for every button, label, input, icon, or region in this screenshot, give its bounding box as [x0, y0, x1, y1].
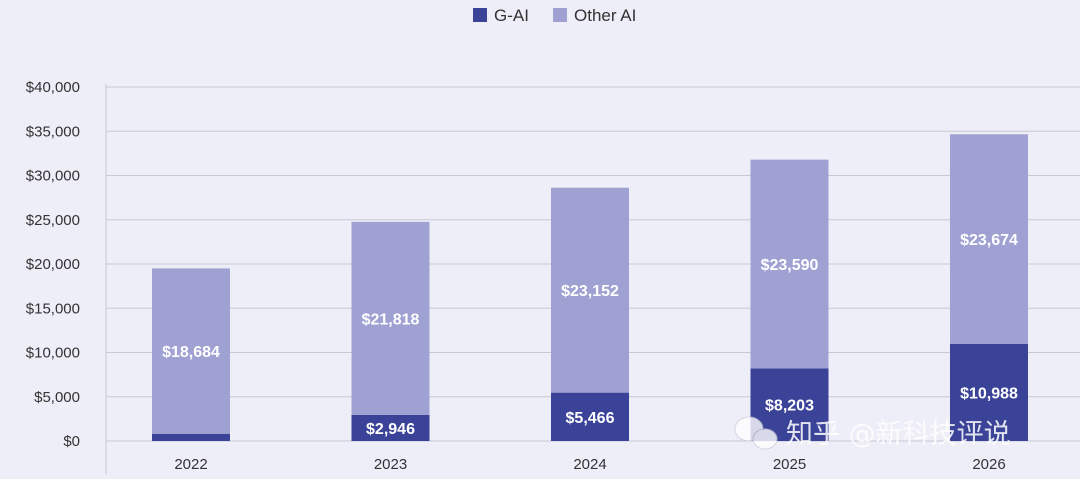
y-tick-label: $40,000	[26, 79, 80, 96]
bars: $819$18,684$2,946$21,818$5,466$23,152$8,…	[152, 134, 1028, 441]
legend-label-g-ai: G-AI	[494, 6, 529, 25]
legend-label-other-ai: Other AI	[574, 6, 636, 25]
bar-other-ai-2026	[950, 134, 1028, 344]
x-tick-label: 2022	[174, 456, 207, 473]
bar-other-ai-2022	[152, 268, 230, 434]
x-tick-label: 2026	[972, 456, 1005, 473]
data-label-other-ai-2023: $21,818	[362, 311, 420, 328]
bar-g-ai-2024	[551, 392, 629, 441]
y-axis-ticks: $0 $5,000 $10,000 $15,000 $20,000 $25,000 $30,…	[26, 79, 80, 450]
data-label-other-ai-2024: $23,152	[561, 283, 619, 300]
y-tick-label: $35,000	[26, 123, 80, 140]
legend: G-AI Other AI	[473, 6, 636, 25]
legend-swatch-g-ai	[473, 8, 487, 22]
data-label-other-ai-2022: $18,684	[162, 344, 220, 361]
x-tick-label: 2025	[773, 456, 806, 473]
bar-g-ai-2023	[351, 414, 430, 441]
data-label-g-ai-2025: $8,203	[765, 398, 814, 415]
data-label-g-ai-2023: $2,946	[366, 421, 415, 438]
data-label-other-ai-2026: $23,674	[960, 232, 1018, 249]
watermark: 知乎 @新科技评说	[734, 416, 1011, 450]
y-tick-label: $20,000	[26, 256, 80, 273]
bar-g-ai-2026	[950, 343, 1028, 441]
y-tick-label: $10,000	[26, 345, 80, 362]
bar-g-ai-2022	[152, 433, 230, 441]
data-label-g-ai-2026: $10,988	[960, 385, 1018, 402]
data-label-other-ai-2025: $23,590	[761, 257, 819, 274]
x-axis-ticks: 2022 2023 2024 2025 2026	[174, 456, 1005, 473]
x-tick-label: 2024	[573, 456, 606, 473]
y-tick-label: $25,000	[26, 212, 80, 229]
y-tick-label: $15,000	[26, 300, 80, 317]
y-tick-label: $5,000	[34, 389, 80, 406]
bar-other-ai-2024	[551, 187, 629, 393]
legend-swatch-other-ai	[553, 8, 567, 22]
data-label-g-ai-2024: $5,466	[566, 410, 615, 427]
y-tick-label: $0	[63, 433, 80, 450]
x-tick-label: 2023	[374, 456, 407, 473]
bar-other-ai-2025	[750, 159, 829, 369]
wechat-icon	[734, 416, 778, 450]
watermark-text: 知乎 @新科技评说	[786, 419, 1011, 450]
bar-other-ai-2023	[351, 221, 430, 415]
y-tick-label: $30,000	[26, 168, 80, 185]
